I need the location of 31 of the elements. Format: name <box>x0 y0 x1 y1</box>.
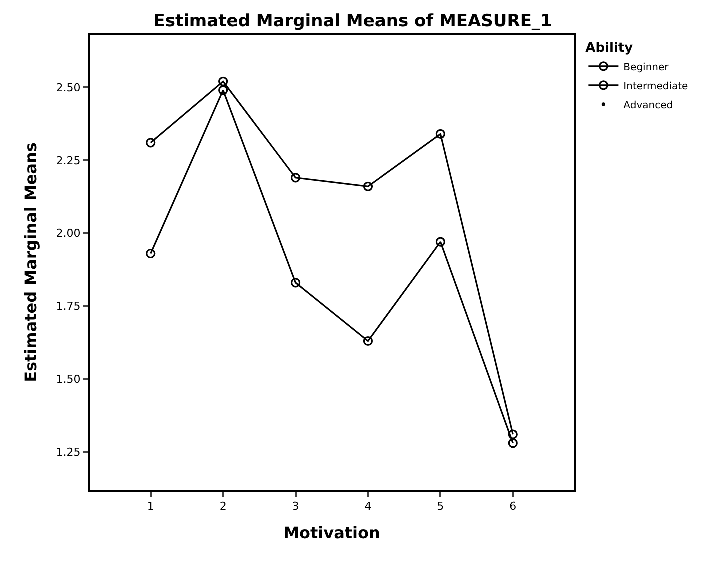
y-axis-title: Estimated Marginal Means <box>22 142 41 382</box>
x-tick-label: 3 <box>292 500 300 514</box>
legend-label: Advanced <box>624 100 674 112</box>
x-tick-label: 2 <box>220 500 227 514</box>
point <box>363 182 374 192</box>
point <box>218 86 228 96</box>
y-tick-label: 2.50 <box>56 81 81 94</box>
x-tick-label: 6 <box>510 500 517 514</box>
y-tick-label: 2.00 <box>56 227 81 240</box>
x-axis-title: Motivation <box>284 523 380 542</box>
point <box>146 248 156 259</box>
y-tick-label: 1.75 <box>56 300 81 314</box>
legend-title: Ability <box>586 40 634 56</box>
x-tick-label: 5 <box>437 500 444 514</box>
y-tick-label: 1.25 <box>56 446 81 459</box>
point <box>290 173 301 183</box>
legend-label: Intermediate <box>624 81 688 92</box>
point <box>436 237 446 247</box>
y-tick-label: 2.25 <box>56 154 81 168</box>
point <box>218 76 228 86</box>
point <box>508 438 518 448</box>
y-tick-label: 1.50 <box>56 373 81 386</box>
point <box>146 138 156 148</box>
point <box>290 278 301 288</box>
point <box>363 336 374 346</box>
x-tick-label: 1 <box>147 500 154 514</box>
x-tick-label: 4 <box>364 500 372 514</box>
point <box>508 430 518 440</box>
point <box>436 129 446 139</box>
legend-label: Beginner <box>624 62 670 74</box>
chart-title: Estimated Marginal Means of MEASURE_1 <box>154 11 552 32</box>
